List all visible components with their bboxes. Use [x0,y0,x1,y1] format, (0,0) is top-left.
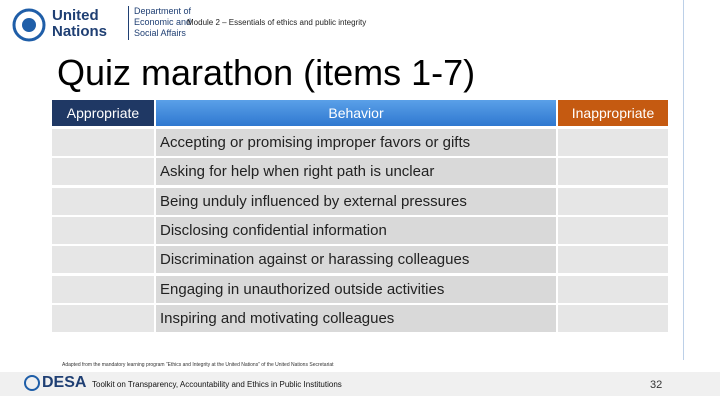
header-cell: Behavior [156,100,556,126]
answer-cell[interactable] [558,216,668,244]
answer-cell[interactable] [52,304,154,332]
answer-cell[interactable] [558,304,668,332]
source: Adapted from the mandatory learning prog… [62,362,334,368]
behavior-cell: Inspiring and motivating colleagues [156,304,556,332]
behavior-cell: Being unduly influenced by external pres… [156,187,556,215]
answer-cell[interactable] [52,246,154,274]
answer-cell[interactable] [52,187,154,215]
answer-cell[interactable] [558,275,668,303]
answer-cell[interactable] [558,158,668,186]
dept-line: Department of [134,6,192,16]
answer-cell[interactable] [52,158,154,186]
dept-line: Social Affairs [134,28,186,38]
org-line: Nations [52,23,108,40]
answer-cell[interactable] [52,275,154,303]
behavior-cell: Accepting or promising improper favors o… [156,129,556,156]
org-line: United [52,7,99,24]
title: Quiz marathon (items 1-7) [57,52,476,93]
page-number: 32 [650,379,663,391]
un-emblem [12,8,46,42]
toolkit: Toolkit on Transparency, Accountability … [92,380,342,389]
behavior-cell: Disclosing confidential information [156,216,556,244]
behavior-cell: Discrimination against or harassing coll… [156,246,556,274]
behavior-cell: Engaging in unauthorized outside activit… [156,275,556,303]
answer-cell[interactable] [52,216,154,244]
answer-cell[interactable] [558,246,668,274]
dept-line: Economic and [134,17,192,27]
header-cell: Inappropriate [558,100,668,126]
desa-emblem [24,375,40,391]
answer-cell[interactable] [558,187,668,215]
header-cell: Appropriate [52,100,154,126]
desa: DESA [42,374,87,391]
answer-cell[interactable] [52,129,154,156]
behavior-cell: Asking for help when right path is uncle… [156,158,556,186]
module: Module 2 – Essentials of ethics and publ… [187,18,367,27]
answer-cell[interactable] [558,129,668,156]
